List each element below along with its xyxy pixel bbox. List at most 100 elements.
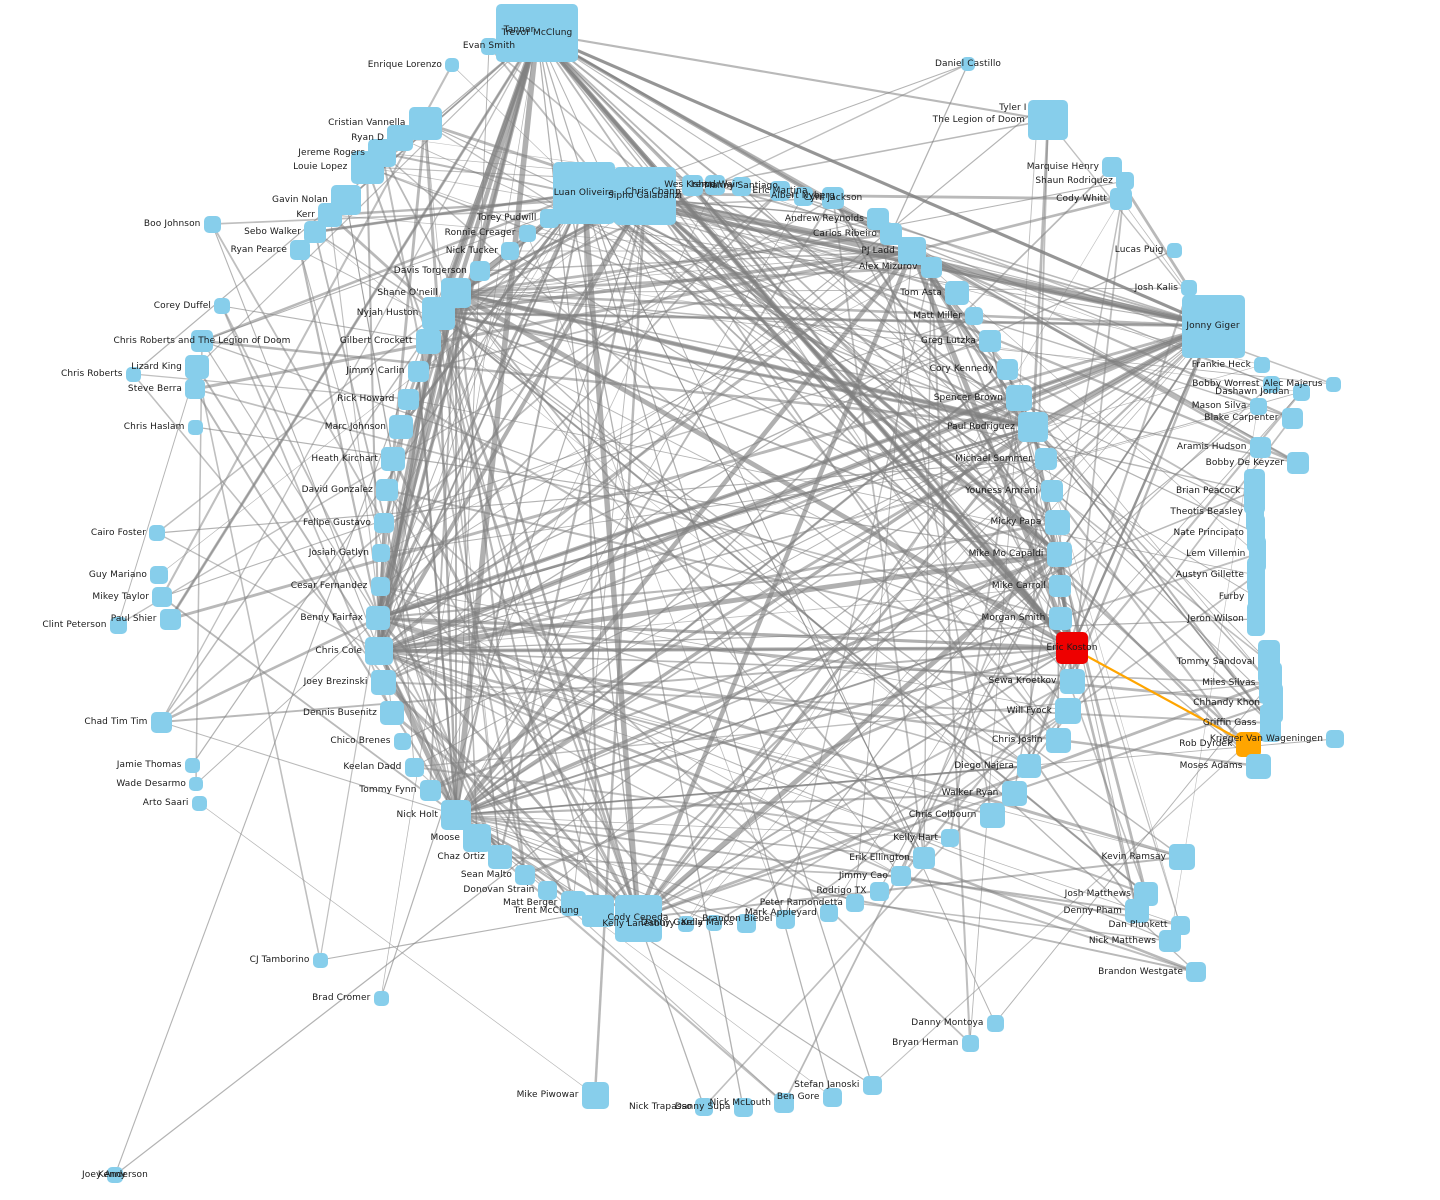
graph-node[interactable] [1326, 730, 1344, 748]
graph-node[interactable] [793, 186, 813, 206]
graph-node[interactable] [404, 757, 424, 777]
graph-node[interactable] [501, 242, 519, 260]
graph-node[interactable] [445, 58, 459, 72]
graph-node[interactable] [1045, 727, 1071, 753]
graph-node[interactable] [1110, 188, 1132, 210]
graph-node[interactable] [1018, 412, 1048, 442]
graph-node[interactable] [695, 1098, 713, 1116]
graph-node[interactable] [1325, 376, 1341, 392]
graph-node[interactable] [408, 106, 442, 140]
graph-node[interactable] [581, 1081, 609, 1109]
graph-node[interactable] [1281, 407, 1303, 429]
graph-node[interactable] [470, 261, 490, 281]
graph-node[interactable] [560, 890, 586, 916]
graph-node[interactable] [214, 298, 230, 314]
graph-node[interactable] [290, 240, 310, 260]
graph-node[interactable] [366, 606, 390, 630]
graph-node[interactable] [770, 181, 790, 201]
graph-node[interactable] [376, 479, 398, 501]
graph-node[interactable] [537, 880, 557, 900]
graph-node[interactable] [706, 915, 722, 931]
graph-node[interactable] [488, 845, 512, 869]
graph-node[interactable] [822, 187, 844, 209]
graph-node[interactable] [1048, 606, 1072, 630]
graph-node[interactable] [1044, 509, 1070, 535]
graph-node[interactable] [582, 895, 614, 927]
graph-node[interactable] [150, 566, 168, 584]
graph-node[interactable] [370, 669, 396, 695]
graph-node[interactable] [862, 1075, 882, 1095]
graph-node[interactable] [614, 167, 676, 225]
graph-node[interactable] [203, 215, 221, 233]
graph-node[interactable] [775, 909, 795, 929]
graph-node[interactable] [480, 37, 498, 55]
graph-node[interactable] [1292, 383, 1310, 401]
graph-node[interactable] [1159, 930, 1181, 952]
graph-node[interactable] [986, 1014, 1004, 1032]
graph-node[interactable] [1028, 100, 1068, 140]
graph-node[interactable] [1055, 698, 1081, 724]
graph-node[interactable] [374, 513, 394, 533]
graph-node[interactable] [736, 913, 756, 933]
graph-node[interactable] [539, 208, 559, 228]
graph-node[interactable] [373, 990, 389, 1006]
graph-node[interactable] [733, 1097, 753, 1117]
graph-node[interactable] [389, 415, 413, 439]
graph-node[interactable] [979, 802, 1005, 828]
graph-node[interactable] [820, 904, 838, 922]
graph-node[interactable] [1181, 294, 1245, 358]
graph-node[interactable] [731, 176, 751, 196]
graph-node[interactable] [1287, 452, 1309, 474]
graph-node[interactable] [920, 256, 942, 278]
graph-node[interactable] [515, 865, 535, 885]
graph-node[interactable] [187, 419, 203, 435]
graph-node[interactable] [463, 824, 491, 852]
graph-node[interactable] [705, 175, 725, 195]
graph-node[interactable] [421, 296, 455, 330]
graph-node[interactable] [1046, 541, 1072, 567]
graph-node[interactable] [1254, 357, 1270, 373]
graph-node[interactable] [107, 1167, 123, 1183]
graph-node[interactable] [185, 355, 209, 379]
graph-node[interactable] [846, 894, 864, 912]
graph-node[interactable] [945, 281, 969, 305]
graph-node[interactable] [1056, 632, 1088, 664]
graph-node[interactable] [1235, 731, 1261, 757]
graph-node[interactable] [380, 701, 404, 725]
graph-node[interactable] [979, 330, 1001, 352]
graph-node[interactable] [869, 881, 889, 901]
graph-node[interactable] [822, 1087, 842, 1107]
graph-node[interactable] [1006, 385, 1032, 411]
graph-node[interactable] [553, 162, 615, 224]
graph-node[interactable] [913, 847, 935, 869]
graph-node[interactable] [372, 544, 390, 562]
graph-node[interactable] [496, 4, 578, 62]
graph-node[interactable] [397, 388, 419, 410]
graph-node[interactable] [415, 328, 441, 354]
graph-node[interactable] [941, 829, 959, 847]
graph-node[interactable] [381, 447, 405, 471]
graph-node[interactable] [370, 576, 390, 596]
graph-node[interactable] [419, 779, 441, 801]
graph-node[interactable] [150, 711, 172, 733]
graph-node[interactable] [880, 223, 902, 245]
graph-node[interactable] [1001, 780, 1027, 806]
graph-node[interactable] [1166, 242, 1182, 258]
graph-node[interactable] [1249, 436, 1271, 458]
graph-node[interactable] [1249, 397, 1267, 415]
graph-node[interactable] [996, 358, 1018, 380]
graph-node[interactable] [109, 616, 127, 634]
graph-node[interactable] [965, 307, 983, 325]
graph-node[interactable] [312, 952, 328, 968]
graph-node[interactable] [961, 1034, 979, 1052]
graph-node[interactable] [365, 637, 393, 665]
graph-node[interactable] [125, 366, 141, 382]
graph-node[interactable] [185, 379, 205, 399]
graph-node[interactable] [681, 174, 703, 196]
graph-node[interactable] [1059, 668, 1085, 694]
graph-node[interactable] [1041, 480, 1063, 502]
graph-node[interactable] [1169, 844, 1195, 870]
graph-node[interactable] [1259, 704, 1281, 742]
graph-node[interactable] [393, 732, 411, 750]
